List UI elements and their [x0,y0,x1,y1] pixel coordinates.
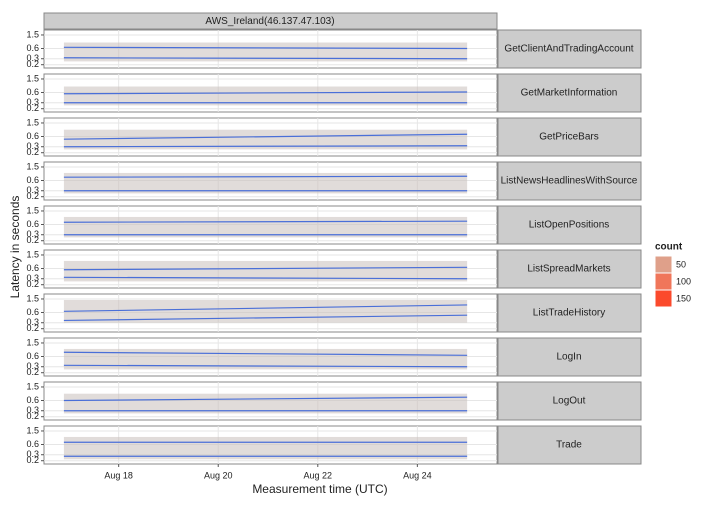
y-tick-label: 0.6 [26,439,39,449]
legend-label: 50 [676,259,686,269]
y-tick-label: 0.3 [26,273,39,283]
y-tick-label: 0.2 [26,147,39,157]
y-tick-label: 1.5 [26,425,39,435]
y-tick-label: 0.3 [26,229,39,239]
spread-band [63,86,468,106]
x-tick-label: Aug 18 [104,470,133,480]
spread-band [63,172,468,194]
x-tick-label: Aug 20 [204,470,233,480]
y-tick-label: 0.3 [26,53,39,63]
facet-label: LogOut [553,396,586,407]
y-tick-label: 1.5 [26,73,39,83]
trend-line [63,364,468,368]
y-tick-label: 0.2 [26,235,39,245]
x-axis-title: Measurement time (UTC) [252,482,387,496]
y-tick-label: 1.5 [26,205,39,215]
x-tick-label: Aug 22 [304,470,333,480]
facet-label: ListSpreadMarkets [527,264,610,275]
x-tick-label: Aug 24 [403,470,432,480]
facet-label: LogIn [556,352,581,363]
spread-band [63,260,468,282]
y-tick-label: 0.6 [26,87,39,97]
facet-label: ListTradeHistory [533,308,605,319]
trend-line [63,145,468,148]
y-tick-label: 0.3 [26,361,39,371]
trend-line [63,91,468,95]
spread-band [63,393,468,414]
y-axis-title: Latency in seconds [8,196,22,299]
panel-title: AWS_Ireland(46.137.47.103) [205,16,334,27]
y-tick-label: 1.5 [26,29,39,39]
y-tick-label: 0.2 [26,455,39,465]
trend-line [63,276,468,280]
y-tick-label: 0.2 [26,59,39,69]
trend-line [63,314,468,322]
legend-key [654,272,673,291]
trend-line [63,266,468,271]
y-tick-label: 0.6 [26,307,39,317]
facet-label: ListOpenPositions [529,220,610,231]
facet-strip [497,205,642,245]
facet-label: GetPriceBars [539,132,598,143]
facet-strip [497,161,642,201]
trend-line [63,57,468,60]
legend-title: count [655,242,683,253]
y-tick-label: 0.6 [26,43,39,53]
facet-strip [497,73,642,113]
y-tick-label: 0.6 [26,351,39,361]
facet-label: GetClientAndTradingAccount [504,44,633,55]
legend-label: 100 [676,276,691,286]
y-tick-label: 0.3 [26,97,39,107]
y-tick-label: 0.6 [26,131,39,141]
facet-label: GetMarketInformation [521,88,618,99]
trend-line [63,304,468,312]
y-tick-label: 1.5 [26,381,39,391]
legend-key [654,289,673,308]
trend-line [63,175,468,178]
y-tick-label: 0.2 [26,279,39,289]
y-tick-label: 0.6 [26,395,39,405]
legend-key [654,255,673,274]
facet-strip [497,337,642,377]
spread-band [63,129,468,150]
y-tick-label: 0.6 [26,175,39,185]
legend-label: 150 [676,293,691,303]
y-tick-label: 1.5 [26,161,39,171]
y-tick-label: 0.2 [26,103,39,113]
facet-strip [497,381,642,421]
facet-strip [497,29,642,69]
trend-line [63,133,468,140]
trend-line [63,220,468,223]
y-tick-label: 1.5 [26,249,39,259]
y-tick-label: 0.6 [26,219,39,229]
y-tick-label: 0.3 [26,405,39,415]
facet-strip [497,293,642,333]
facet-strip [497,117,642,157]
y-tick-label: 0.3 [26,449,39,459]
y-tick-label: 0.3 [26,141,39,151]
y-tick-label: 0.3 [26,317,39,327]
y-tick-label: 0.2 [26,411,39,421]
y-tick-label: 0.3 [26,185,39,195]
facet-strip [497,249,642,289]
y-tick-label: 0.2 [26,191,39,201]
trend-line [63,46,468,50]
trend-line [63,396,468,402]
y-tick-label: 0.2 [26,323,39,333]
facet-strip [497,425,642,465]
y-tick-label: 0.2 [26,367,39,377]
y-tick-label: 1.5 [26,337,39,347]
y-tick-label: 1.5 [26,117,39,127]
y-tick-label: 0.6 [26,263,39,273]
facet-label: ListNewsHeadlinesWithSource [501,176,638,187]
top-strip [43,12,498,30]
y-tick-label: 1.5 [26,293,39,303]
trend-line [63,351,468,356]
facet-label: Trade [556,440,582,451]
